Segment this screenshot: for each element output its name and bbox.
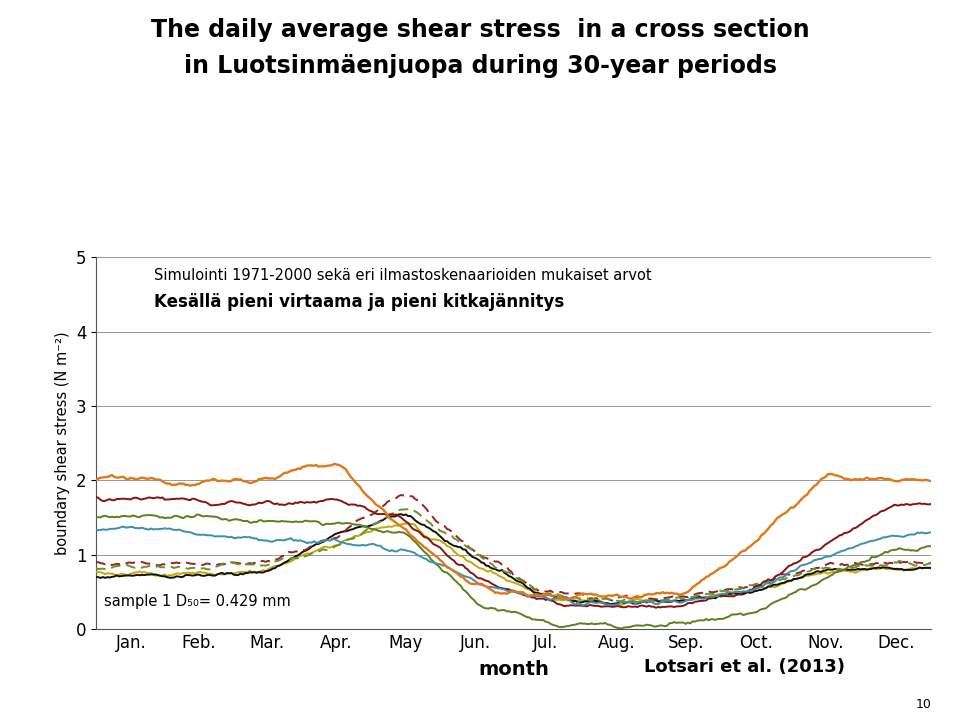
Text: The daily average shear stress  in a cross section: The daily average shear stress in a cros…	[151, 18, 809, 42]
Y-axis label: boundary shear stress (N m⁻²): boundary shear stress (N m⁻²)	[55, 332, 70, 555]
Text: sample 1 D₅₀= 0.429 mm: sample 1 D₅₀= 0.429 mm	[105, 593, 291, 608]
Text: Lotsari et al. (2013): Lotsari et al. (2013)	[644, 658, 845, 676]
Text: Kesällä pieni virtaama ja pieni kitkajännitys: Kesällä pieni virtaama ja pieni kitkajän…	[155, 293, 564, 311]
Text: 10: 10	[915, 699, 931, 711]
X-axis label: month: month	[478, 661, 549, 679]
Text: in Luotsinmäenjuopa during 30-year periods: in Luotsinmäenjuopa during 30-year perio…	[183, 54, 777, 78]
Text: Simulointi 1971-2000 sekä eri ilmastoskenaarioiden mukaiset arvot: Simulointi 1971-2000 sekä eri ilmastoske…	[155, 268, 652, 283]
